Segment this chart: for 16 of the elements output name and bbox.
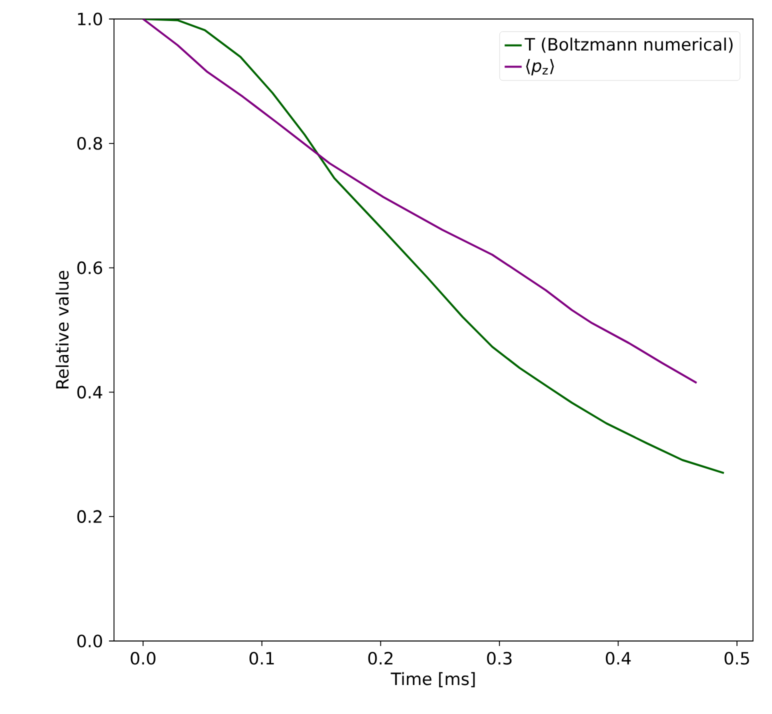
y-tick-label: 0.6 [77,261,102,274]
y-tick-label: 0.8 [77,136,102,150]
x-tick-label: 0.5 [724,652,749,665]
legend-label: ⟨p$_{z}$⟩ [526,59,554,76]
legend-label: T (Boltzmann numerical) [524,38,733,53]
y-axis-title: Relative value [56,270,69,388]
x-axis-title: Time [ms] [390,672,475,688]
x-tick-label: 0.0 [130,652,156,665]
x-tick-label: 0.2 [368,652,392,665]
y-tick-label: 1.0 [78,12,102,26]
y-tick-label: 0.0 [77,634,102,648]
y-tick-label: 0.4 [77,386,102,399]
x-tick-label: 0.1 [250,652,274,665]
y-tick-label: 0.2 [77,510,102,523]
x-tick-label: 0.4 [606,652,631,665]
x-tick-label: 0.3 [487,652,512,665]
